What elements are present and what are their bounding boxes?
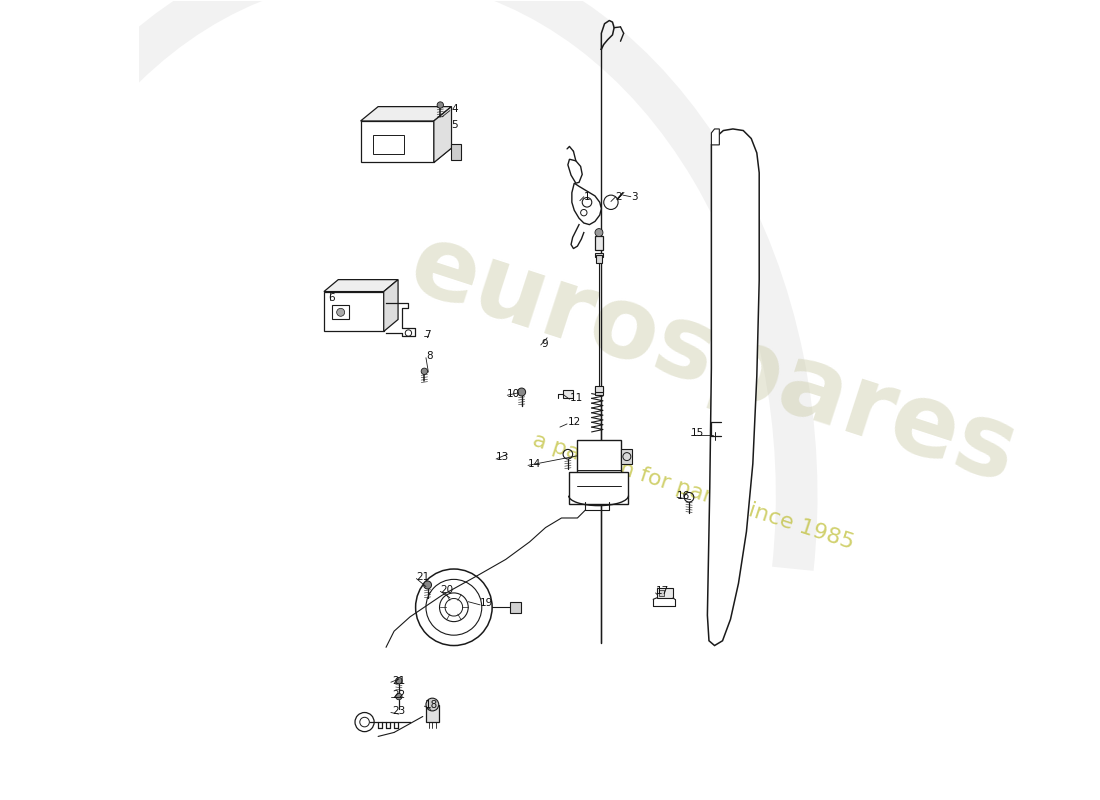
Polygon shape (572, 183, 602, 225)
Polygon shape (568, 159, 582, 183)
Bar (595, 254, 603, 257)
Polygon shape (323, 291, 384, 331)
Text: 14: 14 (528, 458, 541, 469)
Circle shape (396, 694, 402, 700)
Bar (657, 588, 673, 598)
Polygon shape (578, 440, 621, 472)
Text: 5: 5 (451, 120, 458, 130)
Polygon shape (323, 280, 398, 291)
Text: 13: 13 (496, 452, 509, 462)
Text: 10: 10 (507, 389, 520, 398)
Circle shape (426, 698, 439, 711)
Polygon shape (384, 280, 398, 331)
Circle shape (337, 308, 344, 316)
Text: a passion for parts since 1985: a passion for parts since 1985 (530, 430, 856, 554)
Text: 1: 1 (584, 192, 591, 202)
Text: 15: 15 (691, 429, 704, 438)
Circle shape (595, 229, 603, 237)
Text: 9: 9 (541, 339, 548, 349)
Bar (659, 590, 664, 596)
Text: 8: 8 (426, 351, 432, 361)
Bar (509, 602, 520, 613)
Text: 23: 23 (393, 706, 406, 716)
Text: 2: 2 (616, 192, 623, 202)
Bar (595, 386, 603, 392)
Polygon shape (433, 106, 451, 162)
Circle shape (396, 678, 402, 684)
Text: 21: 21 (393, 676, 406, 686)
Bar (621, 450, 632, 464)
Bar (595, 236, 603, 250)
Polygon shape (361, 121, 433, 162)
Text: 6: 6 (329, 293, 336, 303)
Circle shape (518, 388, 526, 396)
Polygon shape (712, 129, 719, 145)
Text: 4: 4 (451, 104, 458, 114)
Circle shape (424, 581, 431, 589)
Text: 16: 16 (678, 490, 691, 501)
Bar (426, 705, 439, 722)
Bar (373, 134, 404, 154)
Text: 22: 22 (393, 690, 406, 700)
Text: 21: 21 (417, 572, 430, 582)
Bar (563, 390, 573, 398)
Text: 3: 3 (631, 192, 638, 202)
Bar (596, 255, 602, 263)
Text: 12: 12 (568, 418, 581, 427)
Text: eurospares: eurospares (397, 216, 1028, 504)
Text: 20: 20 (440, 585, 453, 594)
Polygon shape (361, 106, 451, 121)
Circle shape (421, 368, 428, 374)
Text: 19: 19 (481, 598, 494, 608)
Bar (451, 144, 461, 159)
Polygon shape (433, 106, 451, 162)
Text: 11: 11 (570, 393, 583, 402)
Text: 17: 17 (656, 586, 669, 596)
Text: 18: 18 (425, 699, 438, 710)
Polygon shape (707, 129, 759, 646)
Bar (332, 305, 350, 319)
Text: 7: 7 (425, 330, 431, 340)
Bar (595, 387, 603, 395)
Polygon shape (570, 472, 628, 504)
Circle shape (437, 102, 443, 108)
